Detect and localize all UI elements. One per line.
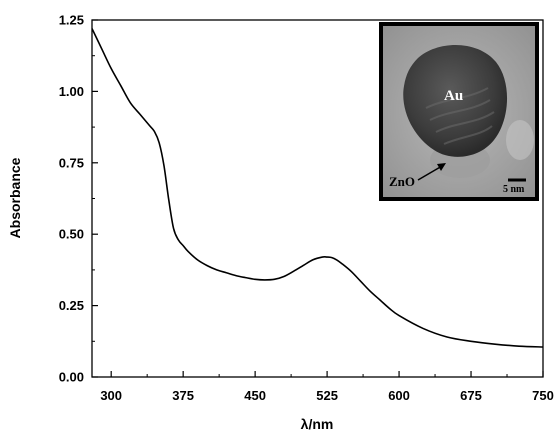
zno-arrow-line xyxy=(417,165,443,181)
x-tick-label: 600 xyxy=(388,388,410,403)
x-tick-label: 750 xyxy=(532,388,554,403)
x-tick-label: 675 xyxy=(460,388,482,403)
y-axis-label: Absorbance xyxy=(7,157,23,238)
x-tick-label: 525 xyxy=(316,388,338,403)
x-tick-label: 375 xyxy=(172,388,194,403)
y-tick-label: 0.00 xyxy=(59,370,84,385)
y-tick-label: 1.00 xyxy=(59,84,84,99)
y-tick-label: 0.25 xyxy=(59,298,84,313)
lattice-fringes xyxy=(425,87,495,145)
x-tick-label: 450 xyxy=(244,388,266,403)
y-tick-label: 0.50 xyxy=(59,227,84,242)
x-tick-label: 300 xyxy=(100,388,122,403)
scale-bar-label: 5 nm xyxy=(503,184,525,195)
plot-frame xyxy=(91,19,544,378)
y-tick-label: 1.25 xyxy=(59,13,84,28)
au-particle xyxy=(403,44,508,157)
zno-label: ZnO xyxy=(389,174,415,189)
y-tick-label: 0.75 xyxy=(59,155,84,170)
tem-inset: Au ZnO 5 nm xyxy=(379,22,539,201)
absorbance-curve xyxy=(91,28,544,348)
x-axis-label: λ/nm xyxy=(301,416,334,432)
au-label: Au xyxy=(444,88,463,104)
inset-blob xyxy=(506,120,534,160)
zno-arrow-head xyxy=(437,163,446,171)
